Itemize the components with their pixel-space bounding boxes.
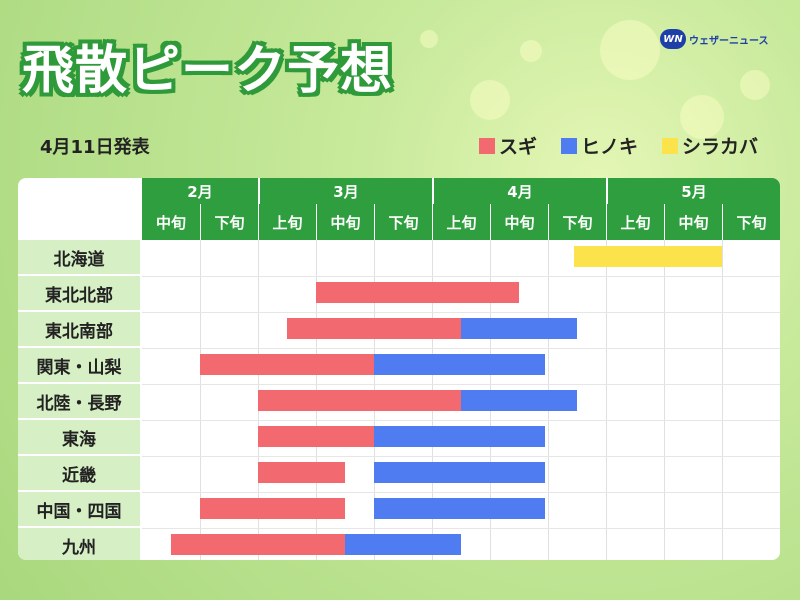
row-divider	[142, 348, 780, 349]
legend-item: ヒノキ	[560, 132, 638, 159]
peak-bar	[200, 353, 374, 375]
legend-item: シラカバ	[661, 132, 758, 159]
bokeh-light	[470, 80, 510, 120]
period-label: 上旬	[432, 204, 490, 240]
period-label: 下旬	[722, 204, 780, 240]
region-label: 東海	[18, 420, 140, 456]
region-label: 東北南部	[18, 312, 140, 348]
legend-swatch	[560, 137, 577, 154]
peak-bar	[316, 281, 519, 303]
region-label: 関東・山梨	[18, 348, 140, 384]
peak-chart: 2月 3月 4月 5月 中旬 下旬 上旬 中旬 下旬 上旬 中旬 下旬 上旬 中旬 下旬 北海道 東北北部東…	[18, 178, 780, 560]
peak-bar	[287, 317, 461, 339]
legend-swatch	[478, 137, 495, 154]
region-label: 中国・四国	[18, 492, 140, 528]
month-header-row: 2月 3月 4月 5月	[142, 178, 780, 204]
period-header-row: 中旬 下旬 上旬 中旬 下旬 上旬 中旬 下旬 上旬 中旬 下旬	[142, 204, 780, 240]
grid-line	[200, 240, 201, 560]
period-label: 中旬	[316, 204, 374, 240]
period-label: 中旬	[490, 204, 548, 240]
peak-bar	[258, 389, 461, 411]
period-label: 下旬	[548, 204, 606, 240]
region-label: 九州	[18, 528, 140, 560]
region-label: 東北北部	[18, 276, 140, 312]
peak-bar	[258, 425, 374, 447]
period-label: 中旬	[664, 204, 722, 240]
peak-bar	[374, 497, 546, 519]
peak-bar	[258, 461, 345, 483]
peak-bar	[374, 353, 546, 375]
grid-line	[606, 240, 607, 560]
legend-item: スギ	[478, 132, 537, 159]
bokeh-light	[520, 40, 542, 62]
period-label: 中旬	[155, 213, 186, 232]
period-label: 上旬	[606, 204, 664, 240]
peak-bar	[345, 533, 461, 555]
region-label: 北海道	[18, 240, 140, 276]
row-divider	[142, 276, 780, 277]
peak-bar	[461, 317, 577, 339]
peak-bar	[374, 461, 546, 483]
peak-bar	[171, 533, 345, 555]
weathernews-logo-icon: WN	[660, 29, 686, 49]
bokeh-light	[740, 70, 770, 100]
row-divider	[142, 384, 780, 385]
row-divider	[142, 492, 780, 493]
peak-bar	[461, 389, 577, 411]
row-divider	[142, 528, 780, 529]
month-label: 3月	[258, 178, 432, 204]
row-divider	[142, 312, 780, 313]
weathernews-logo: WN ウェザーニュース	[660, 28, 769, 50]
period-label: 上旬	[258, 204, 316, 240]
legend-label: シラカバ	[681, 136, 758, 158]
bokeh-light	[420, 30, 438, 48]
grid-line	[722, 240, 723, 560]
page-title: 飛散ピーク予想	[22, 41, 394, 101]
legend-label: ヒノキ	[580, 136, 638, 158]
bokeh-light	[680, 95, 724, 139]
legend: スギ ヒノキ シラカバ	[478, 132, 758, 159]
period-label: 下旬	[200, 204, 258, 240]
row-divider	[142, 420, 780, 421]
month-label: 5月	[606, 178, 780, 204]
peak-bar	[200, 497, 345, 519]
peak-bar	[574, 245, 722, 267]
legend-label: スギ	[498, 136, 537, 158]
bokeh-light	[600, 20, 660, 80]
period-label: 下旬	[374, 204, 432, 240]
region-label: 近畿	[18, 456, 140, 492]
region-label: 北陸・長野	[18, 384, 140, 420]
weathernews-logo-text: ウェザーニュース	[689, 35, 769, 47]
row-divider	[142, 456, 780, 457]
month-label: 2月	[187, 182, 213, 201]
month-label: 4月	[432, 178, 606, 204]
peak-bar	[374, 425, 546, 447]
announcement-date: 4月11日発表	[40, 137, 150, 158]
legend-swatch	[661, 137, 678, 154]
grid-line	[664, 240, 665, 560]
